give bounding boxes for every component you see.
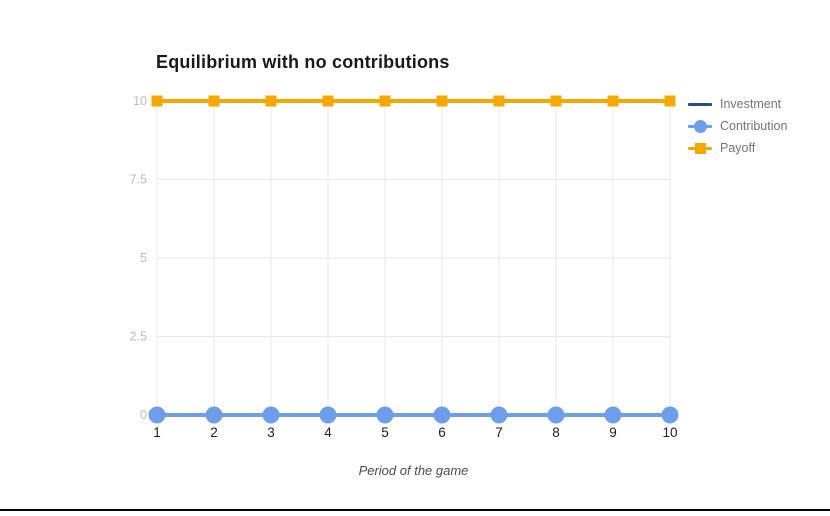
contribution-marker <box>376 406 394 424</box>
payoff-marker <box>151 95 163 107</box>
contribution-marker <box>262 406 280 424</box>
legend-item-contribution: Contribution <box>688 119 787 133</box>
payoff-marker <box>664 95 676 107</box>
contribution-marker <box>604 406 622 424</box>
x-tick-label: 3 <box>267 425 275 440</box>
y-tick-label: 0 <box>140 408 147 422</box>
contribution-marker <box>148 406 166 424</box>
window-bottom-border <box>0 509 830 511</box>
contribution-marker <box>661 406 679 424</box>
x-tick-label: 10 <box>662 425 677 440</box>
x-tick-label: 7 <box>495 425 503 440</box>
legend-investment-swatch-icon <box>688 97 712 111</box>
x-tick-label: 8 <box>552 425 560 440</box>
x-tick-label: 4 <box>324 425 332 440</box>
payoff-marker <box>436 95 448 107</box>
payoff-marker <box>265 95 277 107</box>
x-tick-label: 6 <box>438 425 446 440</box>
contribution-marker <box>433 406 451 424</box>
payoff-marker <box>208 95 220 107</box>
legend-payoff-swatch-icon <box>688 141 712 155</box>
payoff-marker <box>493 95 505 107</box>
x-tick-label: 9 <box>609 425 617 440</box>
x-tick-label: 2 <box>210 425 218 440</box>
y-tick-label: 10 <box>133 94 147 108</box>
x-tick-label: 1 <box>153 425 161 440</box>
payoff-marker <box>379 95 391 107</box>
y-tick-label: 7.5 <box>130 173 147 187</box>
legend: Investment Contribution Payoff <box>688 97 787 155</box>
y-tick-label: 5 <box>140 251 147 265</box>
payoff-marker <box>607 95 619 107</box>
contribution-marker <box>490 406 508 424</box>
contribution-marker <box>547 406 565 424</box>
legend-item-investment: Investment <box>688 97 787 111</box>
contribution-marker <box>205 406 223 424</box>
legend-contribution-swatch-icon <box>688 119 712 133</box>
x-axis-title: Period of the game <box>358 463 469 478</box>
chart-title: Equilibrium with no contributions <box>156 52 450 72</box>
contribution-marker <box>319 406 337 424</box>
x-tick-label: 5 <box>381 425 389 440</box>
payoff-marker <box>550 95 562 107</box>
payoff-marker <box>322 95 334 107</box>
legend-label: Contribution <box>720 119 788 133</box>
legend-item-payoff: Payoff <box>688 141 787 155</box>
legend-label: Investment <box>720 97 782 111</box>
legend-label: Payoff <box>720 141 756 155</box>
y-tick-label: 2.5 <box>130 330 147 344</box>
